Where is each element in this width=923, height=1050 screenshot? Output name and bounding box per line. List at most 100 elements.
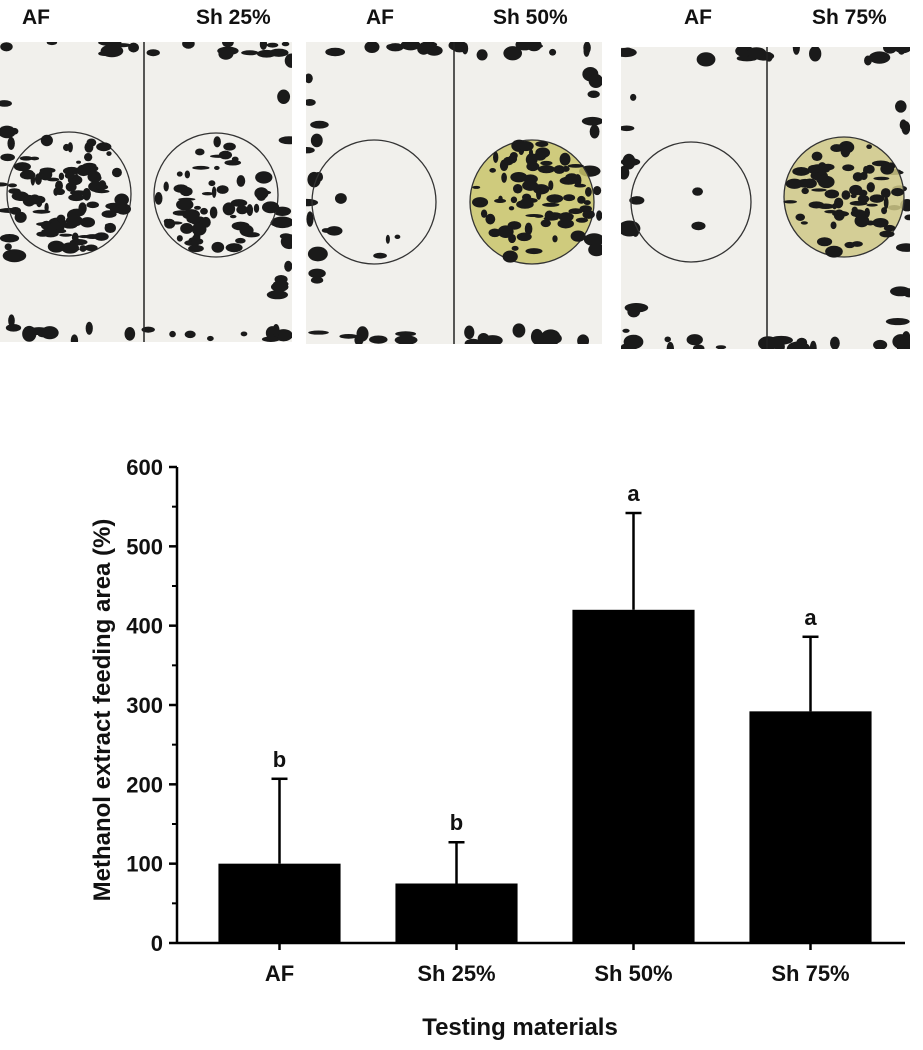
- feeding-stain: [394, 234, 401, 240]
- feeding-assay-photo-3: [621, 47, 910, 349]
- feeding-stain: [530, 328, 544, 344]
- feeding-stain: [904, 214, 910, 221]
- feeding-stain: [623, 47, 633, 54]
- feeding-stain: [524, 222, 533, 236]
- feeding-stain: [339, 333, 358, 339]
- feeding-stain: [664, 336, 671, 343]
- feeding-stain: [581, 116, 602, 126]
- photo3-left-label: AF: [684, 6, 712, 29]
- feeding-stain: [71, 232, 79, 243]
- feeding-stain: [588, 74, 602, 88]
- feeding-stain: [857, 194, 870, 204]
- feeding-stain: [903, 288, 910, 298]
- feeding-stain: [246, 204, 254, 217]
- feeding-stain: [266, 42, 279, 48]
- feeding-stain: [540, 160, 553, 166]
- feeding-stain: [559, 152, 571, 166]
- feeding-stain: [310, 276, 324, 284]
- feeding-stain: [68, 193, 85, 202]
- feeding-stain: [527, 43, 543, 49]
- feeding-stain: [903, 345, 910, 349]
- feeding-stain: [769, 335, 793, 345]
- feeding-stain: [326, 226, 343, 236]
- feeding-stain: [499, 159, 509, 172]
- feeding-stain: [89, 173, 102, 183]
- feeding-stain: [582, 210, 595, 219]
- feeding-stain: [809, 47, 822, 62]
- feeding-stain: [74, 173, 79, 181]
- feeding-stain: [691, 221, 706, 231]
- feeding-stain: [542, 202, 560, 207]
- feeding-stain: [65, 182, 77, 192]
- feeding-stain: [369, 335, 388, 344]
- y-tick-label: 0: [151, 931, 163, 956]
- feeding-stain: [852, 172, 863, 182]
- feeding-stain: [631, 224, 640, 237]
- feeding-stain: [124, 326, 136, 341]
- feeding-stain: [830, 336, 840, 349]
- feeding-stain: [885, 317, 910, 326]
- feeding-stain: [13, 162, 31, 172]
- feeding-stain: [307, 246, 328, 262]
- paper-background: [0, 42, 292, 342]
- feeding-stain: [277, 89, 291, 104]
- feeding-stain: [873, 339, 888, 349]
- feeding-stain: [96, 142, 112, 152]
- feeding-stain: [686, 334, 703, 346]
- feeding-stain: [809, 340, 817, 349]
- feeding-stain: [184, 330, 196, 339]
- feeding-stain: [186, 214, 201, 224]
- feeding-stain: [184, 170, 191, 179]
- feeding-stain: [385, 234, 390, 244]
- feeding-stain: [869, 194, 885, 203]
- feeding-stain: [80, 217, 96, 228]
- feeding-stain: [2, 249, 27, 263]
- feeding-stain: [229, 214, 237, 219]
- feeding-stain: [866, 182, 875, 193]
- feeding-stain: [261, 336, 280, 342]
- feeding-stain: [692, 344, 705, 349]
- feeding-stain: [510, 196, 518, 204]
- feeding-stain: [795, 213, 805, 221]
- feeding-stain: [146, 49, 160, 57]
- feeding-stain: [0, 125, 16, 139]
- feeding-stain: [666, 341, 674, 349]
- feeding-stain: [0, 234, 20, 243]
- feeding-stain: [65, 215, 84, 227]
- feeding-stain: [182, 42, 195, 49]
- feeding-stain: [537, 150, 543, 157]
- feeding-stain: [100, 44, 124, 58]
- feeding-stain: [400, 42, 421, 51]
- feeding-stain: [596, 210, 602, 221]
- feeding-stain: [624, 302, 649, 313]
- feeding-stain: [308, 268, 326, 279]
- photo-panel-af-vs-sh25: [0, 42, 292, 342]
- feeding-stain: [553, 165, 566, 174]
- significance-letter: a: [627, 481, 640, 506]
- feeding-stain: [696, 52, 716, 67]
- control-disc-outline: [6, 131, 132, 257]
- feeding-stain: [417, 42, 431, 55]
- feeding-stain: [7, 136, 15, 150]
- feeding-stain: [850, 193, 857, 199]
- feeding-stain: [195, 148, 205, 156]
- feeding-stain: [575, 217, 589, 223]
- feeding-stain: [536, 187, 542, 200]
- feeding-stain: [106, 151, 112, 157]
- feeding-stain: [565, 173, 579, 182]
- feeding-stain: [63, 143, 70, 152]
- feeding-stain: [866, 203, 878, 207]
- feeding-stain: [22, 194, 36, 207]
- feeding-stain: [8, 314, 15, 328]
- feeding-stain: [516, 232, 532, 242]
- feeding-stain: [231, 156, 239, 162]
- feeding-stain: [845, 144, 852, 152]
- feeding-stain: [857, 189, 868, 197]
- feeding-stain: [521, 197, 538, 204]
- feeding-stain: [64, 171, 75, 179]
- feeding-stain: [570, 230, 586, 242]
- feeding-stain: [84, 244, 98, 252]
- feeding-stain: [86, 201, 100, 209]
- feeding-stain: [883, 196, 889, 210]
- feeding-stain: [512, 184, 523, 194]
